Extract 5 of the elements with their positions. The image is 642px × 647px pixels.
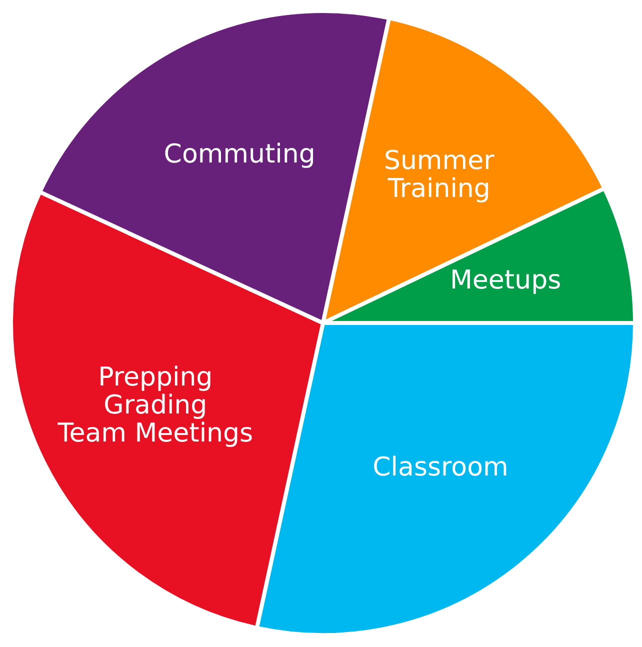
slice-label: Meetups bbox=[450, 266, 562, 296]
slice-label: Commuting bbox=[164, 140, 316, 170]
slice-label: Prepping Grading Team Meetings bbox=[56, 362, 254, 449]
slice-label: Classroom bbox=[372, 452, 508, 483]
slice-label: Summer Training bbox=[384, 146, 495, 204]
